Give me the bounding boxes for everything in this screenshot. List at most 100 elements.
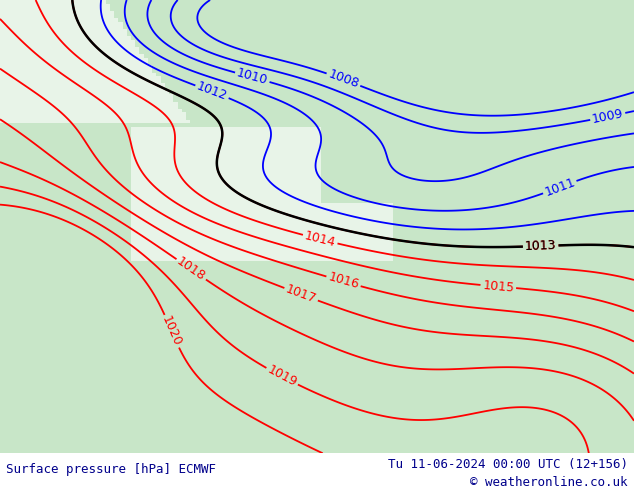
Polygon shape [21, 98, 25, 101]
Polygon shape [296, 257, 300, 261]
Polygon shape [309, 254, 313, 257]
Polygon shape [254, 130, 258, 134]
Polygon shape [122, 51, 127, 54]
Polygon shape [224, 148, 228, 152]
Polygon shape [385, 236, 389, 239]
Polygon shape [228, 210, 233, 214]
Polygon shape [157, 232, 160, 236]
Polygon shape [72, 51, 76, 54]
Polygon shape [262, 254, 266, 257]
Polygon shape [296, 185, 300, 189]
Polygon shape [25, 112, 30, 116]
Polygon shape [84, 18, 89, 22]
Polygon shape [216, 145, 220, 148]
Polygon shape [8, 91, 13, 94]
Polygon shape [309, 185, 313, 189]
Polygon shape [321, 232, 325, 236]
Polygon shape [262, 134, 266, 138]
Polygon shape [119, 44, 122, 47]
Polygon shape [72, 3, 76, 7]
Polygon shape [38, 47, 42, 51]
Polygon shape [72, 22, 76, 25]
Polygon shape [165, 148, 169, 152]
Polygon shape [157, 87, 160, 91]
Polygon shape [224, 221, 228, 225]
Polygon shape [224, 171, 228, 174]
Polygon shape [148, 94, 152, 98]
Polygon shape [68, 94, 72, 98]
Polygon shape [152, 127, 157, 130]
Polygon shape [55, 69, 59, 73]
Polygon shape [89, 116, 93, 120]
Polygon shape [25, 54, 30, 58]
Polygon shape [287, 199, 292, 203]
Polygon shape [101, 116, 106, 120]
Polygon shape [38, 69, 42, 73]
Polygon shape [152, 232, 157, 236]
Polygon shape [0, 87, 4, 91]
Polygon shape [30, 69, 34, 73]
Polygon shape [8, 47, 13, 51]
Polygon shape [186, 160, 190, 163]
Polygon shape [59, 58, 63, 62]
Polygon shape [89, 69, 93, 73]
Polygon shape [84, 65, 89, 69]
Polygon shape [330, 246, 334, 250]
Polygon shape [309, 207, 313, 210]
Polygon shape [380, 214, 385, 218]
Polygon shape [178, 120, 182, 123]
Polygon shape [139, 199, 144, 203]
Polygon shape [38, 3, 42, 7]
Polygon shape [122, 29, 127, 33]
Polygon shape [139, 98, 144, 101]
Polygon shape [275, 192, 279, 196]
Polygon shape [59, 15, 63, 18]
Polygon shape [279, 152, 283, 156]
Polygon shape [292, 243, 296, 246]
Polygon shape [114, 47, 119, 51]
Polygon shape [317, 156, 321, 160]
Polygon shape [114, 76, 119, 80]
Polygon shape [211, 145, 216, 148]
Polygon shape [42, 112, 46, 116]
Polygon shape [81, 69, 84, 73]
Polygon shape [389, 203, 393, 207]
Polygon shape [17, 7, 21, 11]
Polygon shape [190, 246, 195, 250]
Polygon shape [25, 76, 30, 80]
Polygon shape [139, 87, 144, 91]
Polygon shape [309, 214, 313, 218]
Polygon shape [160, 192, 165, 196]
Polygon shape [287, 160, 292, 163]
Polygon shape [334, 243, 338, 246]
Polygon shape [173, 156, 178, 160]
Polygon shape [228, 214, 233, 218]
Polygon shape [38, 7, 42, 11]
Polygon shape [144, 167, 148, 171]
Polygon shape [325, 218, 330, 221]
Polygon shape [110, 62, 114, 65]
Polygon shape [84, 29, 89, 33]
Polygon shape [152, 239, 157, 243]
Polygon shape [266, 185, 271, 189]
Polygon shape [182, 152, 186, 156]
Polygon shape [203, 174, 207, 178]
Polygon shape [220, 221, 224, 225]
Polygon shape [296, 232, 300, 236]
Polygon shape [178, 167, 182, 171]
Polygon shape [144, 239, 148, 243]
Polygon shape [55, 105, 59, 109]
Polygon shape [165, 91, 169, 94]
Polygon shape [17, 105, 21, 109]
Polygon shape [317, 239, 321, 243]
Polygon shape [178, 109, 182, 112]
Polygon shape [279, 207, 283, 210]
Polygon shape [198, 207, 203, 210]
Polygon shape [72, 101, 76, 105]
Polygon shape [385, 250, 389, 254]
Polygon shape [144, 225, 148, 228]
Polygon shape [182, 225, 186, 228]
Polygon shape [152, 207, 157, 210]
Polygon shape [13, 7, 17, 11]
Polygon shape [385, 210, 389, 214]
